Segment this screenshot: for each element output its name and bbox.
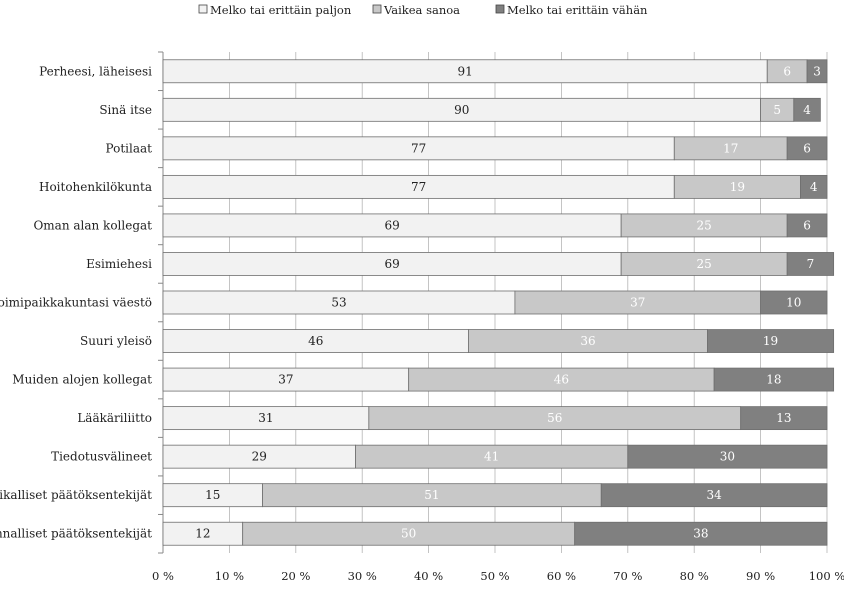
legend-label: Melko tai erittäin vähän: [507, 3, 648, 17]
x-tick-label: 80 %: [680, 569, 709, 583]
category-label: Toimipaikkakuntasi väestö: [0, 296, 152, 310]
data-label: 69: [384, 257, 399, 271]
bar-segment: [786, 213, 828, 238]
data-label: 30: [720, 450, 735, 464]
bar-segment: [740, 406, 828, 431]
data-label: 90: [454, 103, 469, 117]
bar-segment: [760, 290, 828, 315]
x-tick-label: 20 %: [281, 569, 310, 583]
data-label: 51: [424, 488, 439, 502]
data-label: 19: [730, 180, 745, 194]
data-label: 12: [195, 527, 210, 541]
category-label: Potilaat: [106, 141, 153, 155]
category-label: Perheesi, läheisesi: [39, 64, 152, 78]
legend-label: Vaikea sanoa: [383, 3, 460, 17]
x-tick-label: 40 %: [414, 569, 443, 583]
category-label: Tiedotusvälineet: [51, 450, 152, 464]
x-tick-label: 100 %: [809, 569, 844, 583]
data-label: 53: [331, 296, 346, 310]
data-label: 56: [547, 411, 562, 425]
bar-segment: [800, 174, 828, 199]
data-label: 37: [278, 373, 293, 387]
data-label: 10: [786, 296, 801, 310]
category-labels: Perheesi, läheisesi Sinä itse Potilaat Hoit…: [0, 64, 152, 540]
x-tick-label: 90 %: [746, 569, 775, 583]
data-label: 4: [803, 103, 811, 117]
data-label: 31: [258, 411, 273, 425]
data-label: 6: [803, 141, 811, 155]
bar-segment: [707, 329, 835, 353]
x-tick-label: 10 %: [215, 569, 244, 583]
legend: Melko tai erittäin paljon Vaikea sanoa Mel…: [198, 3, 648, 17]
x-tick-label: 30 %: [348, 569, 377, 583]
bar-segment: [786, 252, 835, 276]
data-label: 17: [723, 141, 738, 155]
data-label: 3: [813, 64, 821, 78]
category-label: Sinä itse: [99, 103, 152, 117]
data-label: 6: [783, 64, 791, 78]
data-label: 25: [697, 257, 712, 271]
x-tick-label: 0 %: [152, 569, 174, 583]
x-tick-label: 70 %: [613, 569, 642, 583]
data-label: 29: [252, 450, 267, 464]
legend-swatch: [495, 4, 505, 14]
data-label: 36: [580, 334, 595, 348]
bar-segment: [793, 97, 821, 122]
data-label: 77: [411, 180, 426, 194]
category-label: Oman alan kollegat: [33, 218, 152, 232]
data-label: 7: [807, 257, 815, 271]
x-axis: 0 % 10 % 20 % 30 % 40 % 50 % 60 % 70 % 80 % 90 % 1…: [152, 569, 844, 583]
bar-segment: [600, 483, 828, 508]
bar-segment: [786, 136, 828, 161]
data-label: 37: [630, 296, 645, 310]
data-label: 38: [693, 527, 708, 541]
data-label: 19: [763, 334, 778, 348]
data-label: 91: [457, 64, 472, 78]
data-label: 5: [773, 103, 781, 117]
category-label: Esimiehesi: [86, 257, 152, 271]
data-label: 25: [697, 218, 712, 232]
bars: 91 6 3 90 5 4 77 17 6 77 19 4 69 25 6 69 25 7 53 37 10 46 36 19…: [162, 59, 835, 546]
data-label: 6: [803, 218, 811, 232]
legend-swatch: [372, 4, 382, 14]
data-label: 77: [411, 141, 426, 155]
data-label: 46: [554, 373, 569, 387]
x-tick-label: 60 %: [547, 569, 576, 583]
bar-segment: [627, 444, 828, 469]
legend-swatch: [198, 4, 208, 14]
category-label: Valtakunnalliset päätöksentekijät: [0, 527, 152, 541]
data-label: 15: [205, 488, 220, 502]
category-label: Lääkäriliitto: [77, 411, 152, 425]
category-label: Hoitohenkilökunta: [39, 180, 152, 194]
data-label: 18: [766, 373, 781, 387]
data-label: 13: [776, 411, 791, 425]
bar-segment: [713, 367, 835, 392]
data-label: 69: [384, 218, 399, 232]
bar-segment: [806, 59, 828, 84]
data-label: 4: [810, 180, 818, 194]
category-label: Muiden alojen kollegat: [12, 373, 152, 387]
legend-label: Melko tai erittäin paljon: [210, 3, 352, 17]
data-label: 50: [401, 527, 416, 541]
data-label: 34: [706, 488, 722, 502]
bar-segment: [574, 521, 828, 546]
category-label: Paikalliset päätöksentekijät: [0, 488, 152, 502]
x-tick-label: 50 %: [480, 569, 509, 583]
data-label: 41: [484, 450, 499, 464]
data-label: 46: [308, 334, 323, 348]
category-label: Suuri yleisö: [80, 334, 152, 348]
